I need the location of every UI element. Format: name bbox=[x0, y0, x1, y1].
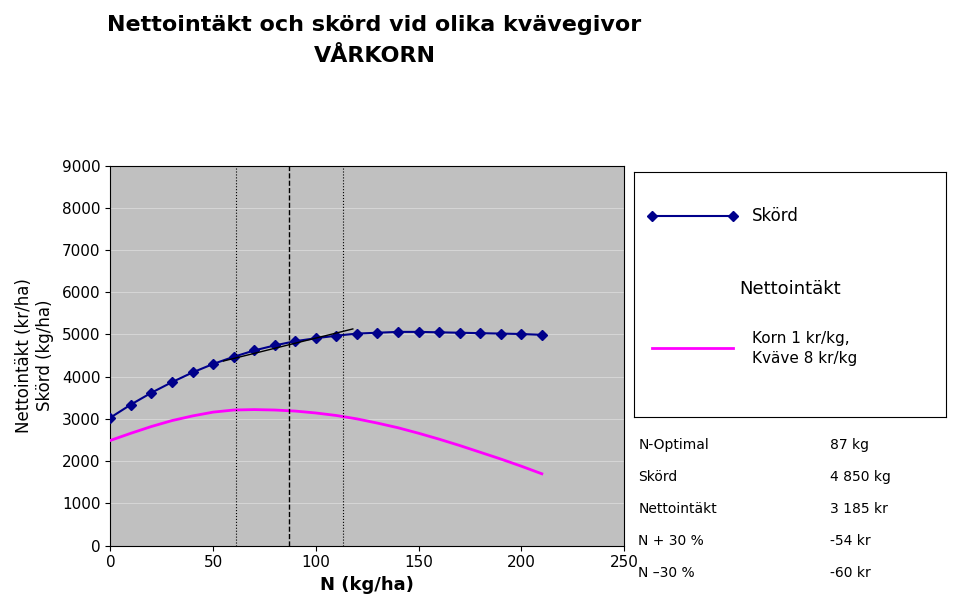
Text: 3 185 kr: 3 185 kr bbox=[830, 502, 888, 516]
Text: -54 kr: -54 kr bbox=[830, 534, 871, 548]
Text: 87 kg: 87 kg bbox=[830, 438, 870, 452]
Text: Nettointäkt: Nettointäkt bbox=[638, 502, 717, 516]
Text: -60 kr: -60 kr bbox=[830, 566, 871, 580]
Text: Skörd: Skörd bbox=[638, 470, 678, 484]
Text: N –30 %: N –30 % bbox=[638, 566, 695, 580]
Text: Skörd: Skörd bbox=[753, 207, 799, 225]
Text: N-Optimal: N-Optimal bbox=[638, 438, 709, 452]
Text: Nettointäkt och skörd vid olika kvävegivor: Nettointäkt och skörd vid olika kvävegiv… bbox=[108, 15, 641, 36]
X-axis label: N (kg/ha): N (kg/ha) bbox=[321, 576, 414, 594]
Text: 4 850 kg: 4 850 kg bbox=[830, 470, 891, 484]
Text: Korn 1 kr/kg,
Kväve 8 kr/kg: Korn 1 kr/kg, Kväve 8 kr/kg bbox=[753, 331, 857, 365]
Text: Nettointäkt: Nettointäkt bbox=[739, 280, 840, 299]
Text: N + 30 %: N + 30 % bbox=[638, 534, 704, 548]
Y-axis label: Nettointäkt (kr/ha)
Skörd (kg/ha): Nettointäkt (kr/ha) Skörd (kg/ha) bbox=[15, 278, 54, 433]
Text: VÅRKORN: VÅRKORN bbox=[313, 46, 436, 66]
